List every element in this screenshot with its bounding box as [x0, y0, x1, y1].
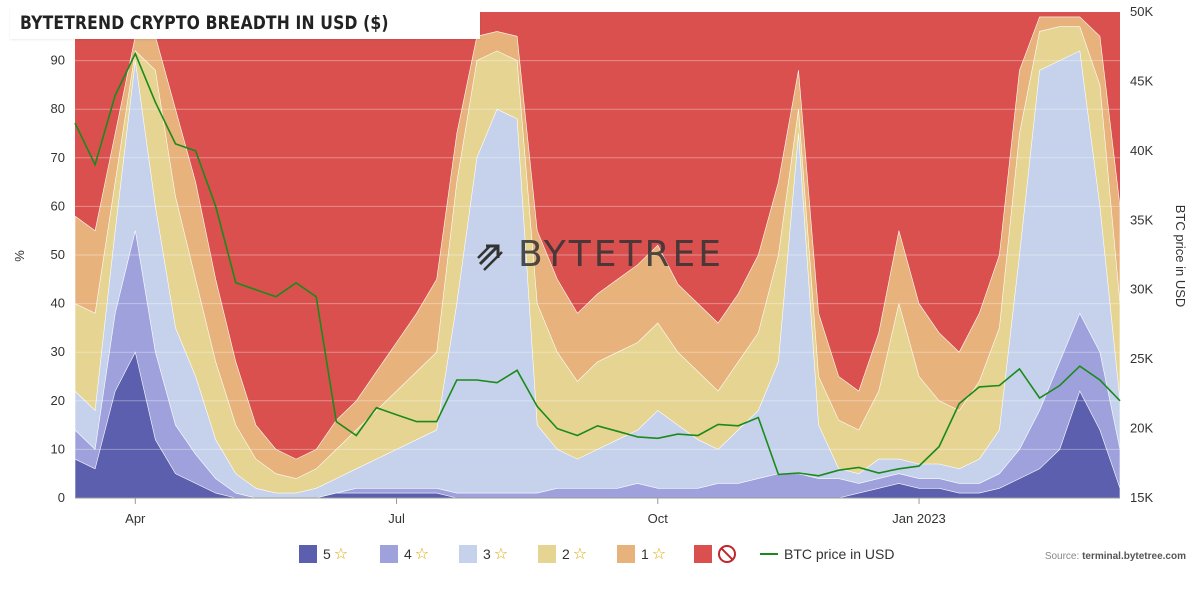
source-label: Source:: [1044, 551, 1080, 562]
legend-item-btc[interactable]: BTC price in USD: [760, 545, 894, 563]
y-axis-right: 15K 20K 25K 30K 35K 40K 45K 50K: [1130, 4, 1153, 505]
y2-tick-label: 45K: [1130, 73, 1153, 88]
y-tick-label: 70: [51, 150, 65, 165]
x-tick-label: Apr: [125, 511, 146, 526]
bytetree-logo-icon: [477, 244, 503, 271]
x-tick-label: Jul: [388, 511, 405, 526]
legend-label-4: 4: [404, 546, 412, 562]
y-axis-left: 0 10 20 30 40 50 60 70 80 90: [51, 53, 65, 505]
y-tick-label: 90: [51, 53, 65, 68]
legend-swatch-1: [617, 545, 635, 563]
breadth-areas: [74, 12, 1121, 499]
y2-tick-label: 50K: [1130, 4, 1153, 19]
legend-swatch-3: [459, 545, 477, 563]
star-icon: ☆: [493, 546, 509, 563]
grid-lines: [75, 60, 1120, 450]
legend-item-2-star[interactable]: 2 ☆: [538, 545, 587, 563]
x-tick-label: Oct: [648, 511, 669, 526]
legend-swatch-5: [299, 545, 317, 563]
star-icon: ☆: [651, 546, 667, 563]
star-icon: ☆: [572, 546, 588, 563]
y2-tick-label: 40K: [1130, 143, 1153, 158]
star-icon: ☆: [333, 546, 349, 563]
legend-item-1-star[interactable]: 1 ☆: [617, 545, 666, 563]
no-entry-icon: [718, 545, 736, 563]
legend-item-4-star[interactable]: 4 ☆: [380, 545, 429, 563]
legend-label-2: 2: [562, 546, 570, 562]
y-tick-label: 40: [51, 296, 65, 311]
legend-item-5-star[interactable]: 5 ☆: [299, 545, 348, 563]
legend-swatch-4: [380, 545, 398, 563]
source-site: terminal.bytetree.com: [1082, 551, 1186, 562]
legend-label-5: 5: [323, 546, 331, 562]
legend-item-3-star[interactable]: 3 ☆: [459, 545, 508, 563]
y2-axis-label: BTC price in USD: [1173, 205, 1188, 308]
btc-line-group: [74, 51, 1121, 477]
y2-tick-label: 30K: [1130, 282, 1153, 297]
source-note: Source: terminal.bytetree.com: [1045, 551, 1186, 562]
y2-tick-label: 35K: [1130, 212, 1153, 227]
legend-swatch-0: [694, 545, 712, 563]
y-tick-label: 30: [51, 344, 65, 359]
y-tick-label: 60: [51, 198, 65, 213]
legend-line-btc: [760, 553, 778, 555]
watermark: BYTETREE: [476, 234, 724, 275]
legend-label-btc: BTC price in USD: [784, 546, 895, 562]
chart-title-box: BYTETREND CRYPTO BREADTH IN USD ($): [10, 8, 480, 39]
legend-swatch-2: [538, 545, 556, 563]
y-tick-label: 0: [58, 490, 65, 505]
y-tick-label: 50: [51, 247, 65, 262]
star-icon: ☆: [414, 546, 430, 563]
y2-tick-label: 20K: [1130, 421, 1153, 436]
y-axis-label: %: [12, 250, 27, 262]
legend-item-no-stars[interactable]: [694, 545, 736, 563]
x-axis: Apr Jul Oct Jan 2023: [75, 497, 1120, 526]
x-tick-label: Jan 2023: [892, 511, 946, 526]
y-tick-label: 20: [51, 393, 65, 408]
chart-title: BYTETREND CRYPTO BREADTH IN USD ($): [20, 12, 389, 34]
btc-price-line: [74, 51, 1121, 477]
y-tick-label: 80: [51, 101, 65, 116]
y2-tick-label: 25K: [1130, 351, 1153, 366]
legend-label-1: 1: [641, 546, 649, 562]
y2-tick-label: 15K: [1130, 490, 1153, 505]
legend: 5 ☆ 4 ☆ 3 ☆ 2 ☆ 1 ☆ BTC price i: [0, 542, 1200, 566]
legend-label-3: 3: [483, 546, 491, 562]
area-4-star: [74, 230, 1121, 499]
watermark-text: BYTETREE: [518, 234, 724, 275]
y-tick-label: 10: [51, 441, 65, 456]
